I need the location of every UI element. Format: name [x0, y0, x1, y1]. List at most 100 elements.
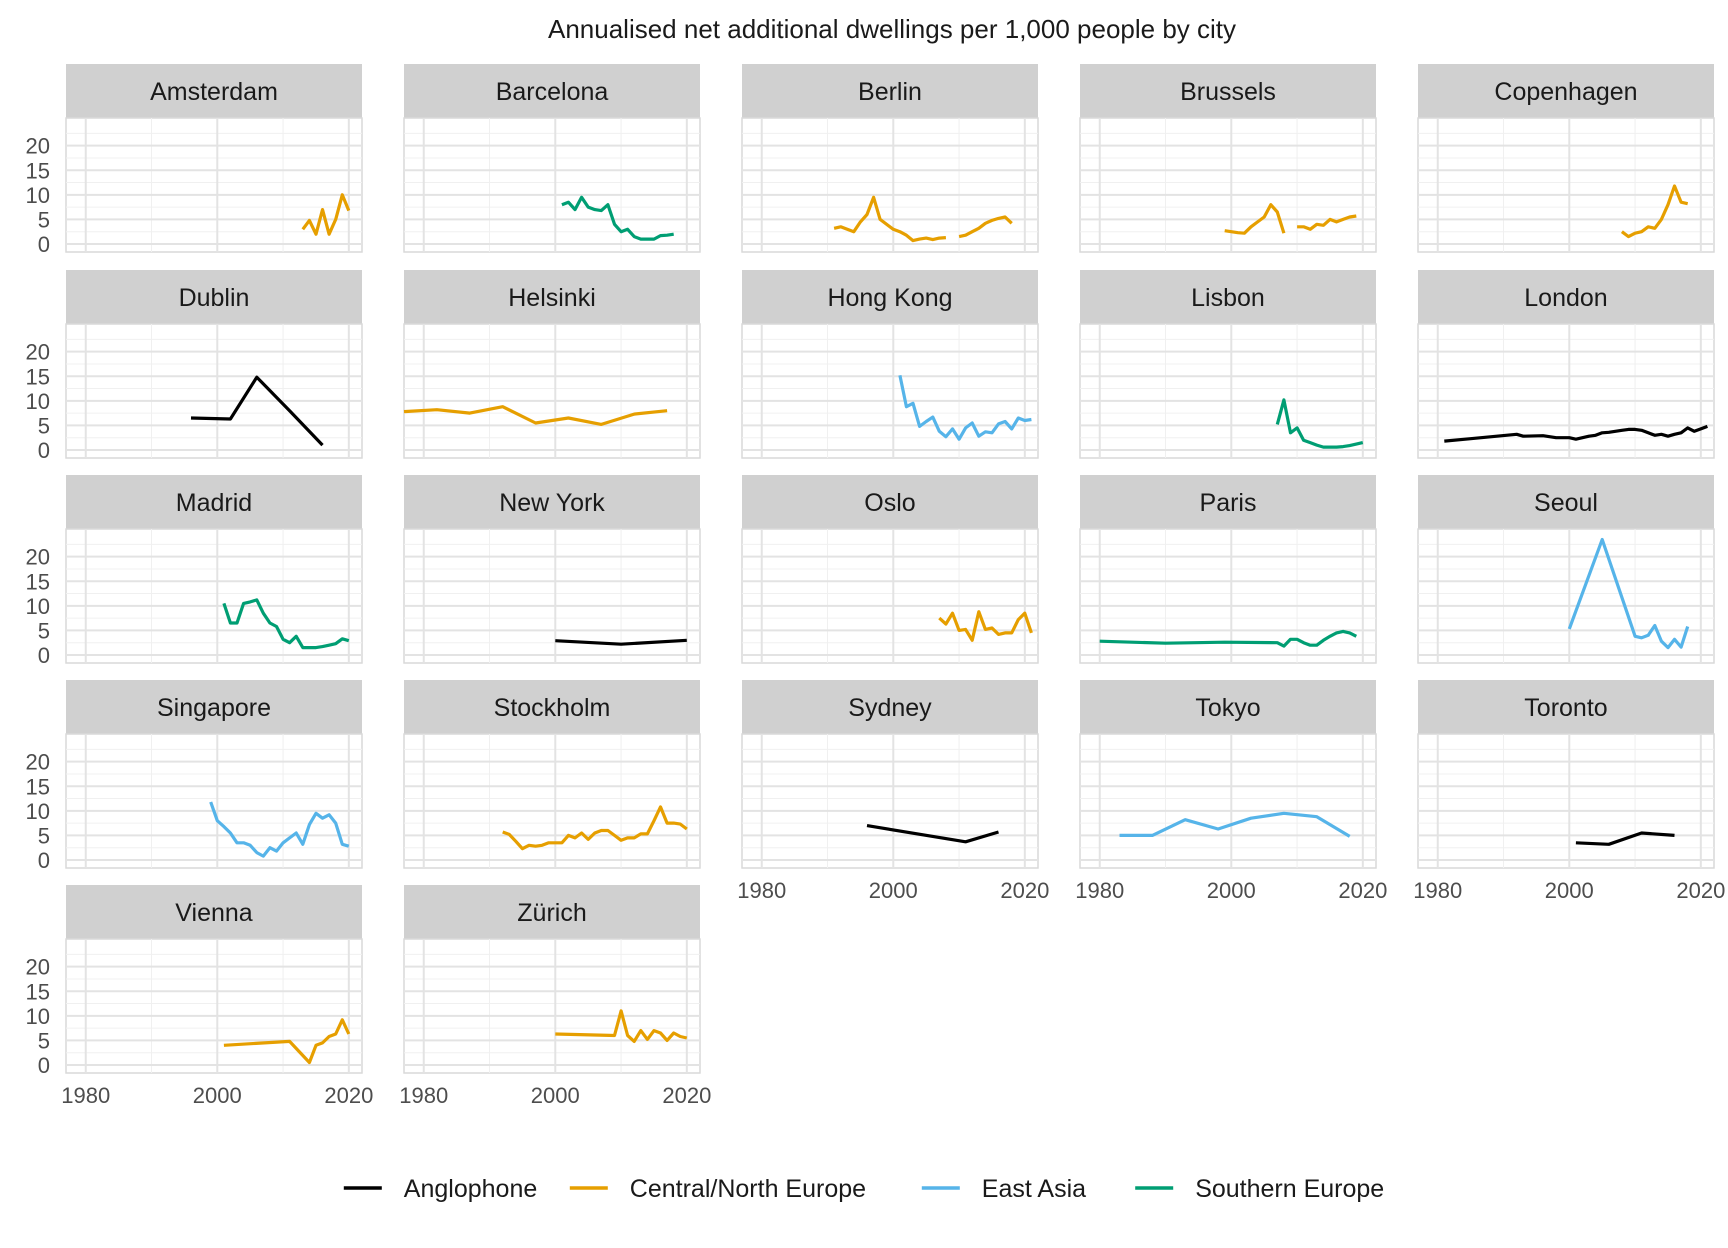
panel-brussels: Brussels [1079, 64, 1377, 253]
legend-item-southern-europe: Southern Europe [1135, 1175, 1384, 1203]
panel-seoul: Seoul [1417, 475, 1715, 664]
panel-strip [742, 475, 1038, 529]
x-tick-label: 1980 [1075, 878, 1124, 903]
panel-strip [66, 64, 362, 118]
y-tick-label: 20 [26, 134, 50, 159]
legend-label: East Asia [982, 1175, 1086, 1203]
x-tick-label: 2000 [869, 878, 918, 903]
y-tick-label: 15 [26, 569, 50, 594]
panel-stockholm: Stockholm [403, 680, 701, 869]
panel-title: Hong Kong [827, 284, 952, 312]
series-line-madrid [222, 598, 350, 650]
panel-plot-area [403, 323, 701, 459]
legend-item-anglophone: Anglophone [343, 1175, 537, 1203]
panel-title: Berlin [858, 78, 922, 106]
legend-item-central-north-europe: Central/North Europe [569, 1175, 866, 1203]
panel-strip [404, 64, 700, 118]
x-tick-label: 1980 [1413, 878, 1462, 903]
legend-item-east-asia: East Asia [921, 1175, 1086, 1203]
y-tick-label: 0 [38, 643, 50, 668]
chart-title: Annualised net additional dwellings per … [548, 14, 1236, 44]
y-tick-label: 5 [38, 618, 50, 643]
panel-strip [66, 885, 362, 939]
series-line-oslo [938, 610, 1033, 642]
panel-z-rich: Zürich 1980 2000 2020 [399, 885, 711, 1108]
x-tick-label: 2020 [662, 1083, 711, 1108]
x-tick-label: 2000 [1207, 878, 1256, 903]
panel-plot-area [403, 733, 701, 869]
series-line-seoul [1567, 537, 1690, 650]
panel-title: Brussels [1180, 78, 1276, 106]
legend-label: Southern Europe [1195, 1175, 1384, 1203]
series-line-z-rich [555, 1009, 688, 1044]
panel-strip [404, 475, 700, 529]
y-tick-label: 15 [26, 979, 50, 1004]
y-tick-label: 0 [38, 438, 50, 463]
y-tick-label: 0 [38, 232, 50, 257]
y-tick-label: 15 [26, 158, 50, 183]
series-line-lisbon [1275, 398, 1364, 449]
panel-title: Sydney [848, 694, 932, 722]
series-line-helsinki [403, 405, 668, 426]
panel-strip [1080, 475, 1376, 529]
panel-strip [1418, 270, 1714, 324]
series-line-berlin-1 [833, 195, 947, 243]
panel-title: Dublin [179, 284, 250, 312]
panel-plot-area [1417, 528, 1715, 664]
series-line-brussels-2 [1297, 214, 1357, 231]
panel-strip [1418, 475, 1714, 529]
y-tick-label: 5 [38, 1028, 50, 1053]
panel-helsinki: Helsinki [403, 270, 701, 459]
panel-title: Copenhagen [1494, 78, 1637, 106]
panel-title: London [1524, 284, 1607, 312]
panel-copenhagen: Copenhagen [1417, 64, 1715, 253]
panel-oslo: Oslo [741, 475, 1039, 664]
x-tick-label: 2020 [1338, 878, 1387, 903]
series-line-hong-kong [898, 374, 1032, 441]
y-tick-label: 0 [38, 1053, 50, 1078]
series-line-paris [1099, 629, 1358, 648]
legend-label: Central/North Europe [630, 1175, 866, 1203]
panel-strip [1080, 270, 1376, 324]
y-tick-label: 5 [38, 207, 50, 232]
panel-berlin: Berlin [741, 64, 1039, 253]
series-line-singapore [209, 801, 350, 858]
x-tick-label: 1980 [399, 1083, 448, 1108]
panel-strip [742, 64, 1038, 118]
panel-strip [1418, 64, 1714, 118]
y-tick-label: 5 [38, 823, 50, 848]
y-tick-label: 15 [26, 364, 50, 389]
panel-strip [1418, 680, 1714, 734]
y-tick-label: 10 [26, 594, 50, 619]
panel-lisbon: Lisbon [1079, 270, 1377, 459]
y-tick-label: 10 [26, 799, 50, 824]
panel-strip [742, 680, 1038, 734]
y-tick-label: 10 [26, 183, 50, 208]
panel-plot-area [65, 528, 363, 664]
x-tick-label: 2020 [1000, 878, 1049, 903]
panel-title: New York [499, 489, 605, 517]
panel-title: Toronto [1524, 694, 1607, 722]
x-tick-label: 2000 [1545, 878, 1594, 903]
panel-paris: Paris [1079, 475, 1377, 664]
y-tick-label: 20 [26, 340, 50, 365]
panel-strip [66, 270, 362, 324]
x-tick-label: 2020 [324, 1083, 373, 1108]
panel-toronto: Toronto 1980 2000 2020 [1413, 680, 1725, 903]
series-line-new-york [555, 638, 687, 646]
series-line-barcelona [561, 195, 674, 241]
panel-plot-area [403, 528, 701, 664]
panel-hong-kong: Hong Kong [741, 270, 1039, 459]
x-tick-label: 2020 [1676, 878, 1725, 903]
panel-plot-area [1417, 117, 1715, 253]
panel-plot-area [741, 733, 1039, 869]
legend: Anglophone Central/North Europe East Asia S… [343, 1175, 1384, 1203]
series-line-berlin-2 [958, 215, 1013, 239]
panel-london: London [1417, 270, 1715, 459]
y-tick-label: 0 [38, 848, 50, 873]
panel-title: Seoul [1534, 489, 1598, 517]
series-line-brussels-1 [1224, 203, 1286, 235]
legend-label: Anglophone [404, 1175, 537, 1203]
